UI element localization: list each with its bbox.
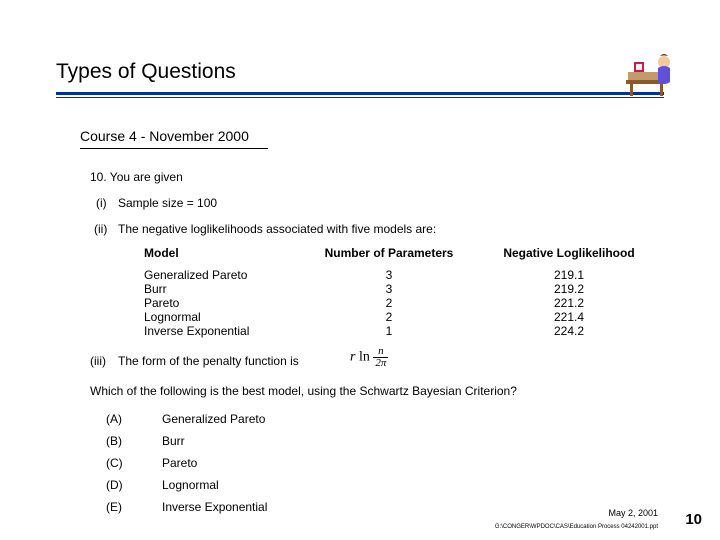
table-row: 3: [314, 282, 464, 296]
table-row: 3: [314, 268, 464, 282]
table-header-params: Number of Parameters: [314, 246, 464, 260]
footer-date: May 2, 2001: [608, 508, 658, 518]
formula-r: r: [350, 350, 355, 365]
option-text: Generalized Pareto: [162, 412, 265, 426]
question-stem: 10. You are given: [90, 170, 183, 184]
course-subtitle: Course 4 - November 2000: [80, 128, 249, 144]
table-row: 219.1: [484, 268, 654, 282]
footer-filepath: G:\CONGER\WPDOC\CAS\Education Process 04…: [495, 524, 658, 530]
option-label: (A): [106, 412, 122, 426]
option-label: (D): [106, 478, 123, 492]
item-ii-label: (ii): [94, 222, 107, 236]
title-divider-thin: [56, 97, 664, 98]
item-i-text: Sample size = 100: [118, 196, 217, 210]
table-row: Generalized Pareto: [144, 268, 304, 282]
option-text: Pareto: [162, 456, 197, 470]
table-row: 219.2: [484, 282, 654, 296]
table-row: 224.2: [484, 324, 654, 338]
option-label: (B): [106, 434, 122, 448]
slide-title: Types of Questions: [56, 60, 236, 84]
formula-ln: ln: [359, 350, 370, 365]
table-row: Pareto: [144, 296, 304, 310]
option-text: Lognormal: [162, 478, 219, 492]
item-iii-label: (iii): [90, 354, 106, 368]
table-header-nll: Negative Loglikelihood: [484, 246, 654, 260]
table-row: 221.4: [484, 310, 654, 324]
table-row: 221.2: [484, 296, 654, 310]
option-text: Inverse Exponential: [162, 500, 267, 514]
table-row: Inverse Exponential: [144, 324, 304, 338]
option-label: (C): [106, 456, 123, 470]
item-i-label: (i): [96, 196, 107, 210]
student-clipart: [620, 48, 680, 98]
which-question: Which of the following is the best model…: [90, 384, 517, 398]
table-row: Lognormal: [144, 310, 304, 324]
item-ii-text: The negative loglikelihoods associated w…: [118, 222, 436, 236]
formula-denominator: 2π: [373, 358, 388, 369]
item-iii-text: The form of the penalty function is: [118, 354, 299, 368]
table-header-model: Model: [144, 246, 304, 260]
table-row: 1: [314, 324, 464, 338]
option-label: (E): [106, 500, 122, 514]
table-row: 2: [314, 310, 464, 324]
title-divider-thick: [56, 92, 664, 95]
page-number: 10: [685, 511, 702, 528]
formula-fraction: n 2π: [373, 346, 388, 369]
subtitle-underline: [80, 148, 268, 149]
penalty-formula: r ln n 2π: [350, 346, 388, 369]
table-row: Burr: [144, 282, 304, 296]
table-row: 2: [314, 296, 464, 310]
option-text: Burr: [162, 434, 185, 448]
